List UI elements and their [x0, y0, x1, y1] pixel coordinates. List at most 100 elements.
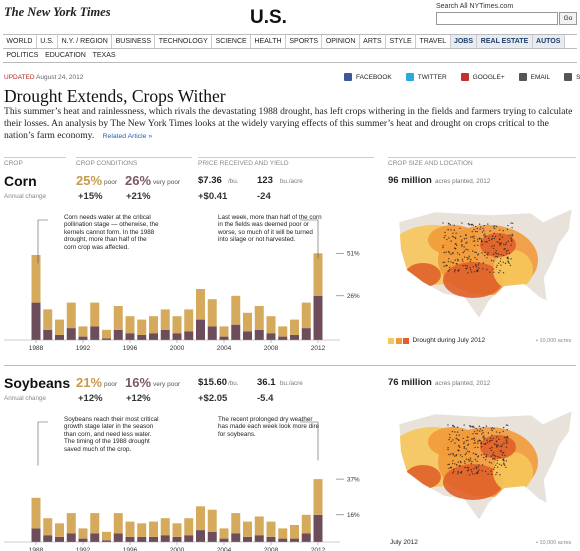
leader-line	[37, 421, 48, 466]
secondary-nav: POLITICS EDUCATION TEXAS	[3, 49, 577, 63]
nav-item[interactable]: TRAVEL	[416, 35, 451, 48]
related-link[interactable]: Related Article »	[102, 133, 153, 140]
drought-area	[405, 465, 441, 489]
search-input[interactable]	[436, 12, 558, 25]
nav-item[interactable]: BUSINESS	[112, 35, 156, 48]
acreage-dot	[459, 235, 462, 238]
nav-item[interactable]: AUTOS	[532, 35, 565, 48]
share-item[interactable]: EMAIL	[518, 73, 550, 81]
acreage-dot	[462, 251, 464, 254]
acreage-dot	[447, 270, 450, 272]
acreage-dot	[503, 462, 505, 464]
section-title: U.S.	[250, 7, 287, 28]
annual-change: -5.4	[257, 393, 274, 404]
acreage-dot	[474, 442, 476, 444]
acreage-dot	[450, 440, 453, 443]
nav-item[interactable]: TECHNOLOGY	[155, 35, 213, 48]
nav-item[interactable]: HEALTH	[251, 35, 286, 48]
bar-segment	[196, 506, 205, 531]
acreage-dot	[474, 271, 476, 273]
acreage-dot	[482, 426, 485, 429]
acreage-dot	[487, 252, 489, 254]
acreage-dot	[507, 424, 509, 426]
nav-item[interactable]: JOBS	[450, 35, 478, 48]
acreage-dot	[458, 253, 461, 256]
acreage-dot	[464, 462, 466, 464]
acreage-dot	[475, 432, 477, 435]
acreage-dot	[505, 446, 508, 448]
nav-item[interactable]: N.Y. / REGION	[58, 35, 113, 48]
drought-area	[405, 263, 441, 287]
acreage-dot	[490, 238, 493, 241]
nav-item[interactable]: SPORTS	[286, 35, 323, 48]
acreage-dot	[496, 252, 498, 255]
annual-change: +21%	[126, 191, 151, 202]
acreage-dot	[477, 446, 479, 449]
acreage-dot	[476, 472, 479, 475]
nav-item[interactable]: TEXAS	[92, 52, 116, 59]
acreage-dot	[469, 457, 472, 459]
acreage-dot	[470, 269, 472, 271]
acreage-dot	[450, 261, 452, 263]
annual-change: -24	[257, 191, 271, 202]
logo[interactable]: The New York Times	[4, 5, 111, 19]
acreage-dot	[482, 262, 485, 264]
column-header: CROP SIZE AND LOCATION	[388, 157, 576, 167]
acreage-dot	[463, 441, 465, 443]
acreage-dot	[498, 241, 500, 244]
annotation: Corn needs water at the critical pollina…	[64, 214, 159, 251]
nav-item[interactable]: POLITICS	[6, 52, 39, 59]
intro-text: This summer’s heat and rainlessness, whi…	[4, 106, 573, 141]
x-tick-label: 2004	[217, 547, 232, 551]
acreage-dot	[493, 468, 495, 470]
acreage-dot	[443, 265, 445, 267]
acreage-dot	[504, 248, 506, 250]
acreage-dot	[486, 253, 489, 256]
acreage-dot	[496, 471, 498, 474]
acreage-dot	[456, 252, 459, 254]
acreage-dot	[493, 232, 495, 235]
nav-item[interactable]: REAL ESTATE	[477, 35, 533, 48]
nav-item[interactable]: STYLE	[386, 35, 417, 48]
nav-item[interactable]: ARTS	[360, 35, 387, 48]
acreage-dot	[457, 259, 459, 262]
nav-item[interactable]: WORLD	[3, 35, 37, 48]
acreage-dot	[485, 425, 488, 427]
acreage-dot	[507, 258, 510, 260]
acreage-dot	[443, 236, 445, 239]
acreage-dot	[505, 436, 507, 438]
bar-segment	[219, 326, 229, 337]
acreage-dot	[451, 252, 454, 255]
acreage-dot	[499, 474, 501, 476]
acreage-dot	[477, 456, 479, 458]
legend-label: Drought during July 2012	[412, 337, 486, 344]
acreage-dot	[447, 447, 449, 449]
search-button[interactable]: Go	[559, 12, 577, 25]
acreage-dot	[445, 251, 447, 253]
bar-segment	[231, 295, 241, 325]
nav-item[interactable]: SCIENCE	[212, 35, 252, 48]
share-item[interactable]: GOOGLE+	[460, 73, 505, 81]
bar-segment	[43, 518, 53, 536]
bar-segment	[55, 536, 64, 542]
acreage-dot	[490, 462, 493, 464]
share-item[interactable]: FACEBOOK	[344, 73, 392, 81]
acreage-dot	[477, 466, 479, 468]
nav-item[interactable]: OPINION	[322, 35, 360, 48]
nav-item[interactable]: EDUCATION	[45, 52, 86, 59]
acreage-dot	[447, 228, 449, 231]
share-item[interactable]: SHARE	[564, 73, 580, 81]
acreage-dot	[490, 428, 493, 430]
acreage-dot	[502, 254, 505, 257]
acreage-dot	[478, 425, 481, 427]
drought-area	[493, 452, 533, 492]
nav-item[interactable]: U.S.	[37, 35, 59, 48]
acreage-dot	[451, 462, 454, 465]
acreage-dot	[499, 260, 502, 262]
bar-segment	[243, 521, 252, 537]
share-item[interactable]: TWITTER	[405, 73, 447, 81]
poor-label: poor	[104, 179, 118, 186]
acreage-dot	[464, 466, 466, 469]
bar-segment	[55, 319, 64, 335]
acreage-dot	[465, 237, 467, 240]
